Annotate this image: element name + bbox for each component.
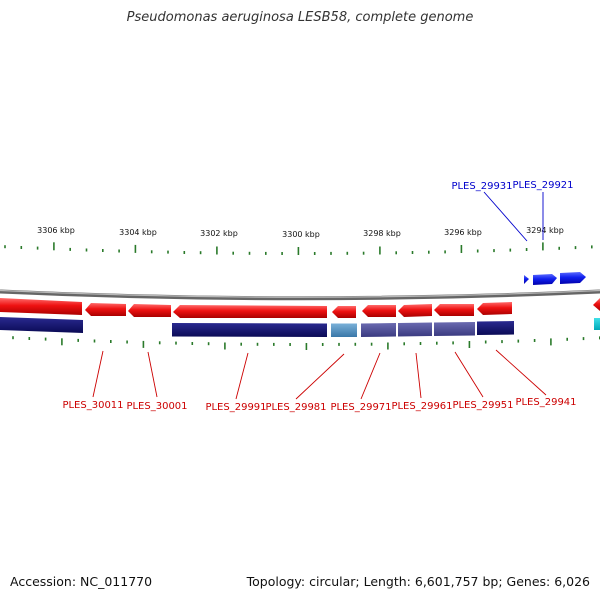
gene-arrow-reverse[interactable] (0, 298, 82, 315)
cds-block[interactable] (434, 322, 475, 336)
gene-arrow-reverse[interactable] (477, 302, 512, 315)
map-title: Pseudomonas aeruginosa LESB58, complete … (126, 10, 474, 25)
gene-label[interactable]: PLES_29921 (512, 180, 573, 191)
inner-ruler-ticks (12, 336, 600, 350)
gene-arrow-forward[interactable] (524, 275, 529, 284)
leader-line (147, 351, 158, 398)
genome-backbone (0, 289, 600, 301)
gene-label[interactable]: PLES_29971 (330, 402, 391, 413)
ruler-label: 3304 kbp (119, 228, 157, 237)
gene-label[interactable]: PLES_30011 (62, 400, 123, 411)
gene-arrow-reverse[interactable] (85, 303, 126, 316)
cds-block[interactable] (361, 323, 396, 337)
leader-line (454, 351, 484, 398)
genome-backbone-highlight (0, 289, 600, 298)
ruler-label: 3302 kbp (200, 229, 238, 238)
leader-line (415, 352, 422, 399)
gene-arrow-forward[interactable] (560, 272, 586, 284)
cds-block[interactable] (0, 317, 83, 333)
ruler-label: 3306 kbp (37, 226, 75, 235)
reverse-genes (0, 298, 600, 318)
gene-label[interactable]: PLES_29951 (452, 400, 513, 411)
cds-block[interactable] (594, 318, 600, 330)
cds-features (0, 317, 600, 337)
gene-arrow-reverse[interactable] (332, 306, 356, 318)
gene-label[interactable]: PLES_29981 (265, 402, 326, 413)
outer-ruler-ticks (4, 242, 593, 255)
ruler-label: 3296 kbp (444, 228, 482, 237)
cds-block[interactable] (172, 323, 327, 337)
leader-line (483, 191, 528, 242)
gene-arrow-reverse[interactable] (362, 305, 396, 317)
forward-genes (524, 272, 586, 285)
leader-line (235, 352, 249, 400)
cds-block[interactable] (398, 322, 432, 337)
gene-label[interactable]: PLES_29961 (391, 401, 452, 412)
ruler-label: 3300 kbp (282, 230, 320, 239)
leader-line (495, 349, 547, 396)
gene-label[interactable]: PLES_29941 (515, 397, 576, 408)
gene-arrow-reverse[interactable] (593, 298, 600, 311)
genome-info-text: Topology: circular; Length: 6,601,757 bp… (246, 574, 590, 589)
leader-line (295, 353, 345, 400)
cds-block[interactable] (477, 321, 514, 335)
cds-block[interactable] (331, 323, 357, 338)
label-leaders (92, 191, 547, 400)
gene-labels: PLES_29931 PLES_29921 PLES_30011 PLES_30… (62, 180, 576, 413)
leader-line (360, 352, 381, 400)
ruler-label: 3298 kbp (363, 229, 401, 238)
gene-label[interactable]: PLES_29931 (451, 181, 512, 192)
accession-text: Accession: NC_011770 (10, 574, 153, 589)
ruler-label: 3294 kbp (526, 226, 564, 235)
ruler-labels: 3306 kbp 3304 kbp 3302 kbp 3300 kbp 3298… (37, 226, 564, 239)
gene-arrow-reverse[interactable] (173, 305, 327, 318)
gene-label[interactable]: PLES_29991 (205, 402, 266, 413)
gene-label[interactable]: PLES_30001 (126, 401, 187, 412)
gene-arrow-reverse[interactable] (128, 304, 171, 317)
gene-arrow-forward[interactable] (533, 274, 557, 285)
gene-arrow-reverse[interactable] (434, 304, 474, 316)
leader-line (92, 350, 104, 398)
gene-arrow-reverse[interactable] (398, 304, 432, 317)
